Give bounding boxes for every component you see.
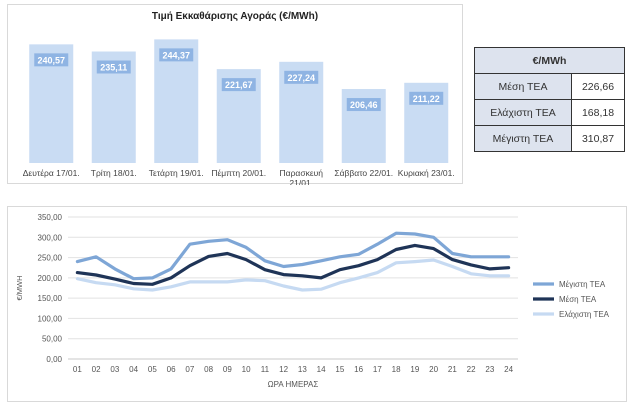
- x-tick-label: 20: [429, 365, 438, 374]
- x-tick-label: 18: [392, 365, 401, 374]
- x-tick-label: 24: [504, 365, 513, 374]
- stats-row-label: Ελάχιστη ΤΕΑ: [474, 99, 572, 126]
- bar-chart: 240,57 Δευτέρα 17/01. 235,11 Τρίτη 18/01. 24…: [23, 39, 455, 185]
- data-label-bg: [346, 98, 381, 112]
- data-label: 235,11: [100, 63, 127, 73]
- stats-row-label: Μέση ΤΕΑ: [474, 73, 572, 100]
- x-tick-label: Δευτέρα 17/01.: [23, 168, 80, 178]
- x-tick-label: 08: [204, 365, 213, 374]
- y-tick-label: 250,00: [38, 254, 63, 263]
- x-tick-label: 12: [279, 365, 288, 374]
- x-tick-label: 10: [242, 365, 251, 374]
- data-label: 240,57: [37, 55, 65, 65]
- x-tick-label: Σάββατο 22/01.: [334, 168, 393, 178]
- y-axis-title: €/MWH: [15, 276, 24, 301]
- line-chart: 0,00 50,00 100,00 150,00 200,00 250,00 300,00 3…: [15, 213, 610, 389]
- bar-chart-title: Τιμή Εκκαθάρισης Αγοράς (€/MWh): [151, 11, 319, 22]
- data-label-bg: [284, 70, 319, 84]
- series-line: [75, 231, 511, 281]
- x-tick-label: 05: [148, 365, 157, 374]
- y-tick-label: 150,00: [38, 294, 63, 303]
- data-label: 211,22: [413, 94, 440, 104]
- x-tick-label: 01: [73, 365, 82, 374]
- x-tick-label: 03: [110, 365, 119, 374]
- x-tick-label: 21/01.: [289, 178, 313, 185]
- x-tick-label: 14: [317, 365, 326, 374]
- stats-table-row: Ελάχιστη ΤΕΑ 168,18: [474, 99, 625, 126]
- legend-label: Μέση ΤΕΑ: [559, 295, 597, 304]
- data-label: 227,24: [287, 73, 315, 83]
- stats-row-value: 226,66: [571, 73, 625, 100]
- x-tick-label: 19: [410, 365, 419, 374]
- data-label-bg: [221, 78, 256, 92]
- x-tick-label: 09: [223, 365, 232, 374]
- data-label-bg: [409, 91, 444, 105]
- y-tick-label: 100,00: [38, 314, 63, 323]
- y-tick-label: 200,00: [38, 274, 63, 283]
- x-tick-label: Πέμπτη 20/01.: [211, 168, 266, 178]
- x-tick-label: 23: [485, 365, 494, 374]
- x-tick-label: Κυριακή 23/01.: [398, 168, 455, 178]
- y-tick-label: 50,00: [42, 335, 63, 344]
- data-label: 244,37: [162, 50, 190, 60]
- series-line: [75, 243, 511, 286]
- legend-label: Ελάχιστη ΤΕΑ: [559, 310, 610, 319]
- x-tick-label: 11: [261, 365, 270, 374]
- x-tick-label: Τρίτη 18/01.: [91, 168, 137, 178]
- legend-label: Μέγιστη ΤΕΑ: [559, 280, 606, 289]
- stats-table-row: Μέγιστη ΤΕΑ 310,87: [474, 125, 625, 152]
- series-line: [75, 258, 511, 292]
- x-tick-label: 16: [354, 365, 363, 374]
- x-tick-label: 17: [373, 365, 382, 374]
- data-label: 206,46: [350, 100, 378, 110]
- x-tick-label: 07: [185, 365, 194, 374]
- x-tick-label: 02: [92, 365, 101, 374]
- x-tick-label: 15: [335, 365, 344, 374]
- x-axis-title: ΩΡΑ ΗΜΕΡΑΣ: [268, 380, 319, 389]
- y-tick-label: 300,00: [38, 233, 63, 242]
- stats-row-value: 310,87: [571, 125, 625, 152]
- x-tick-label: 06: [167, 365, 176, 374]
- x-tick-label: 22: [467, 365, 476, 374]
- y-tick-label: 0,00: [46, 355, 62, 364]
- stats-table-row: Μέση ΤΕΑ 226,66: [474, 73, 625, 100]
- stats-row-label: Μέγιστη ΤΕΑ: [474, 125, 572, 152]
- stats-row-value: 168,18: [571, 99, 625, 126]
- data-label: 221,67: [225, 80, 253, 90]
- data-label-bg: [34, 53, 69, 67]
- x-tick-label: Τετάρτη 19/01.: [149, 168, 204, 178]
- y-tick-label: 350,00: [38, 213, 63, 222]
- x-tick-label: 21: [448, 365, 457, 374]
- data-label-bg: [96, 60, 131, 74]
- stats-table: €/MWh Μέση ΤΕΑ 226,66 Ελάχιστη ΤΕΑ 168,1…: [474, 47, 625, 152]
- stats-table-header: €/MWh: [474, 47, 625, 74]
- stats-table-header-row: €/MWh: [474, 47, 625, 74]
- x-tick-label: 13: [298, 365, 307, 374]
- data-label-bg: [159, 48, 194, 62]
- x-tick-label: 04: [129, 365, 138, 374]
- line-chart-panel: 0,00 50,00 100,00 150,00 200,00 250,00 300,00 3…: [7, 206, 627, 402]
- x-tick-label: Παρασκευή: [280, 168, 324, 178]
- bar-chart-panel: Τιμή Εκκαθάρισης Αγοράς (€/MWh) 240,57 Δε…: [7, 4, 463, 185]
